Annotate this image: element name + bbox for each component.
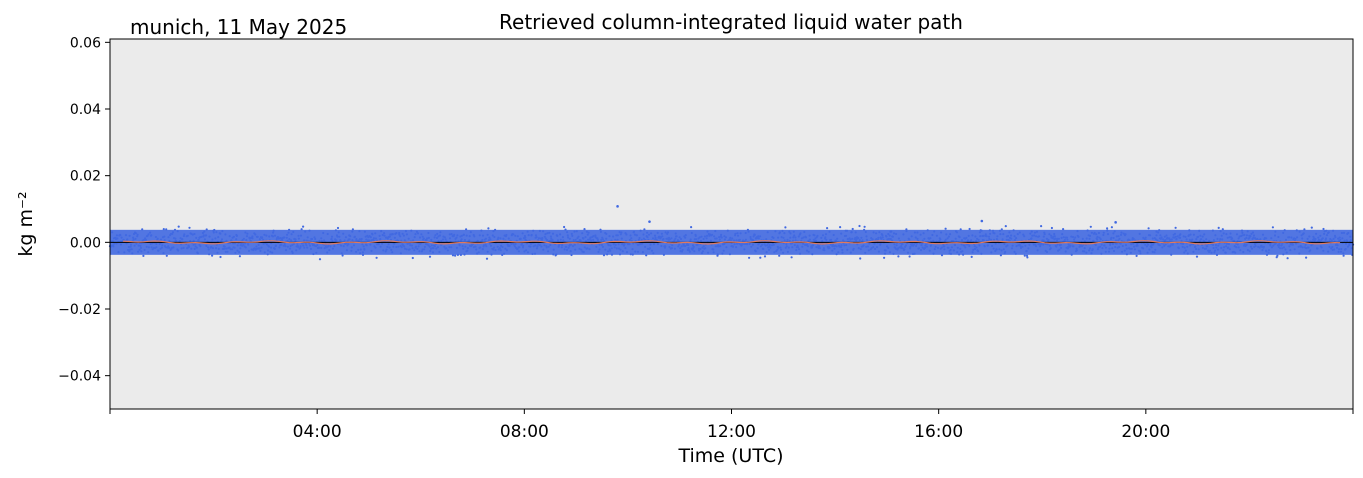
scatter-point <box>944 227 947 230</box>
scatter-point <box>1040 225 1043 228</box>
scatter-point <box>1089 225 1092 228</box>
y-tick-label: 0.06 <box>70 35 101 51</box>
scatter-point <box>411 256 414 260</box>
x-tick-label: 04:00 <box>293 422 342 442</box>
y-tick-label: 0.00 <box>70 235 101 251</box>
scatter-point <box>1342 254 1345 257</box>
scatter-point <box>1147 227 1150 230</box>
scatter-point <box>790 256 793 259</box>
scatter-point <box>188 226 191 229</box>
scatter-point <box>897 255 900 258</box>
scatter-point <box>1271 226 1274 229</box>
x-axis-title: Time (UTC) <box>677 445 783 467</box>
scatter-point <box>1286 257 1289 260</box>
scatter-point <box>1174 226 1177 229</box>
location-date-title: munich, 11 May 2025 <box>130 15 347 39</box>
scatter-point <box>211 254 214 257</box>
outlier-point <box>980 219 984 223</box>
scatter-point <box>1217 226 1220 229</box>
scatter-point <box>826 227 829 230</box>
scatter-point <box>1276 254 1279 257</box>
scatter-point <box>1023 254 1026 257</box>
scatter-point <box>1050 226 1053 230</box>
plot-area <box>110 39 1353 409</box>
scatter-point <box>784 226 787 229</box>
scatter-point <box>690 226 693 229</box>
outlier-points <box>616 205 1117 224</box>
x-axis: 04:00 08:00 12:00 16:00 20:00 <box>109 409 1354 442</box>
scatter-point <box>748 256 751 259</box>
scatter-point <box>375 256 378 259</box>
scatter-point <box>859 257 862 260</box>
scatter-point <box>454 254 457 257</box>
scatter-point <box>563 225 566 229</box>
y-axis-title: kg m⁻² <box>15 191 37 256</box>
scatter-point <box>839 226 842 229</box>
scatter-point <box>583 228 586 231</box>
scatter-point <box>883 256 886 259</box>
scatter-point <box>1025 254 1029 257</box>
scatter-point <box>219 255 222 259</box>
x-tick-label: 08:00 <box>500 422 549 442</box>
scatter-point <box>759 256 762 259</box>
x-tick-label: 12:00 <box>707 422 756 442</box>
outlier-point <box>648 220 651 223</box>
scatter-point <box>908 255 911 258</box>
scatter-point <box>238 255 241 258</box>
scatter-point <box>1026 256 1029 259</box>
scatter-point <box>318 258 322 261</box>
x-tick-label: 16:00 <box>914 422 963 442</box>
y-tick-label: −0.04 <box>58 369 101 385</box>
y-tick-label: −0.02 <box>58 302 101 318</box>
scatter-point <box>1221 228 1224 231</box>
scatter-point <box>177 225 180 228</box>
scatter-point <box>1135 254 1138 257</box>
y-tick-label: 0.04 <box>70 102 101 118</box>
scatter-point <box>763 255 767 258</box>
scatter-point <box>1106 227 1109 230</box>
outlier-point <box>616 205 619 208</box>
y-tick-label: 0.02 <box>70 169 101 185</box>
scatter-point <box>1004 225 1007 228</box>
chart-title: Retrieved column-integrated liquid water… <box>499 10 963 34</box>
scatter-point <box>863 225 866 228</box>
scatter-point <box>302 225 305 228</box>
scatter-point <box>1322 227 1325 231</box>
scatter-point <box>162 228 165 231</box>
x-tick-label: 20:00 <box>1121 422 1170 442</box>
scatter-point <box>485 257 489 260</box>
y-axis: 0.06 0.04 0.02 0.00 −0.02 −0.04 <box>58 35 110 385</box>
scatter-point <box>968 227 971 231</box>
scatter-point <box>428 255 432 258</box>
scatter-point <box>858 224 861 228</box>
scatter-point <box>142 254 145 257</box>
scatter-point <box>851 227 854 231</box>
scatter-point <box>336 226 340 230</box>
scatter-point <box>970 255 973 258</box>
scatter-point <box>778 254 781 257</box>
scatter-point <box>341 254 344 257</box>
scatter-point <box>1110 226 1113 229</box>
scatter-point <box>487 227 490 230</box>
scatter-point <box>1310 226 1313 229</box>
scatter-point <box>1062 228 1065 231</box>
scatter-point <box>300 228 303 231</box>
mean-line <box>122 240 1341 245</box>
scatter-point <box>1195 255 1199 258</box>
outlier-point <box>1114 221 1117 224</box>
scatter-point <box>1305 256 1308 259</box>
scatter-point <box>165 254 168 257</box>
